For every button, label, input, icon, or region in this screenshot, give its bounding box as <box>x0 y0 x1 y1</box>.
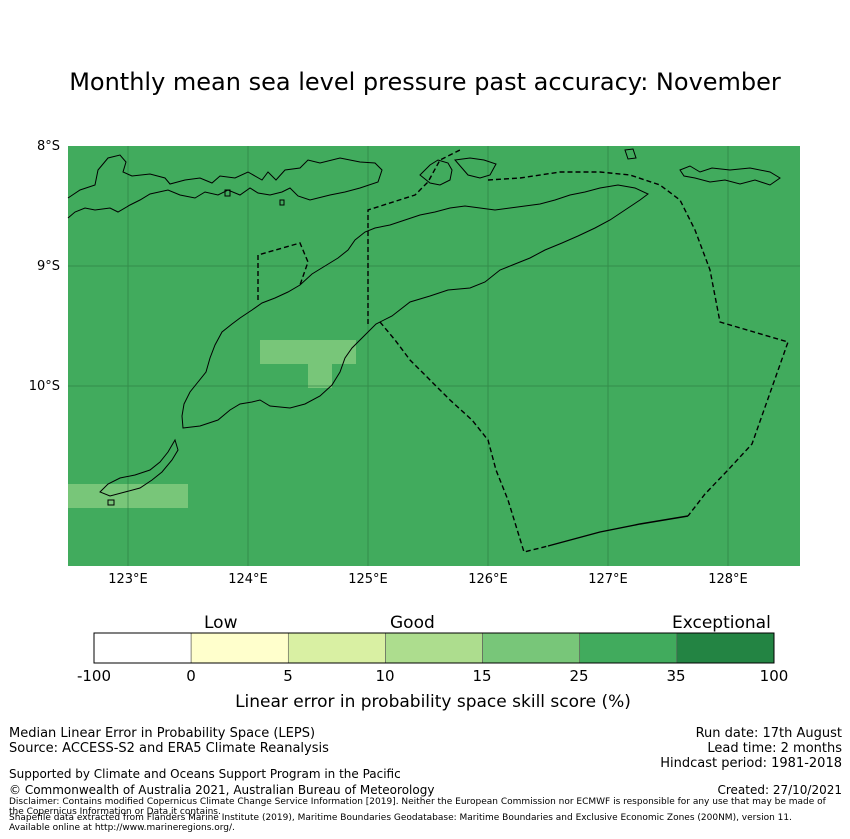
footer-lead-time: Lead time: 2 months <box>707 741 842 756</box>
lat-label-9s: 9°S <box>36 259 60 274</box>
footer-created: Created: 27/10/2021 <box>717 783 842 797</box>
eez-timor-leste-dashed <box>257 149 789 517</box>
disclaimer-line2: the Copernicus Information or Data it co… <box>9 807 221 817</box>
footer-hindcast: Hindcast period: 1981-2018 <box>660 756 842 771</box>
footer-support: Supported by Climate and Oceans Support … <box>9 767 401 781</box>
coast-babar-islands <box>679 165 781 186</box>
colorbar-swatch <box>676 632 775 664</box>
coast-islet-c <box>624 148 637 160</box>
chart-title: Monthly mean sea level pressure past acc… <box>69 68 781 96</box>
coast-islet-b <box>279 199 285 206</box>
coast-islet-d <box>107 499 115 506</box>
eez-south-dashed <box>379 321 549 553</box>
tick-5: 5 <box>283 667 293 685</box>
colorbar-swatch <box>482 632 581 664</box>
map-background <box>68 146 800 566</box>
tick-35: 35 <box>666 667 686 685</box>
category-low: Low <box>204 613 238 633</box>
category-exceptional: Exceptional <box>672 613 771 633</box>
shapefile-line2: Available online at http://www.marinereg… <box>9 823 235 833</box>
coast-islet-a <box>224 189 231 197</box>
colorbar-swatch <box>93 632 192 664</box>
colorbar-swatch <box>190 632 289 664</box>
coastlines <box>67 148 781 506</box>
lon-label-124e: 124°E <box>228 572 268 587</box>
eez-boundaries <box>257 149 789 553</box>
footer-run-date: Run date: 17th August <box>695 726 842 741</box>
colorbar-outline <box>93 632 775 664</box>
map-gridlines <box>68 146 800 566</box>
colorbar-swatch <box>385 632 483 664</box>
footer-copyright: © Commonwealth of Australia 2021, Austra… <box>9 783 435 797</box>
tick-100: 100 <box>759 667 789 685</box>
tick-10: 10 <box>375 667 395 685</box>
coast-wetar <box>454 157 497 179</box>
colorbar <box>93 632 775 664</box>
footer-source: Source: ACCESS-S2 and ERA5 Climate Reana… <box>9 741 329 756</box>
tick-15: 15 <box>472 667 492 685</box>
colorbar-swatch <box>287 632 386 664</box>
shapefile-line1: Shapefile data extracted from Flanders M… <box>9 813 792 823</box>
disclaimer-line1: Disclaimer: Contains modified Copernicus… <box>9 797 826 807</box>
eez-south-solid <box>547 515 689 547</box>
lon-label-128e: 128°E <box>708 572 748 587</box>
lon-label-127e: 127°E <box>588 572 628 587</box>
patch-timor-west <box>260 340 356 364</box>
patch-timor-west-lower <box>308 364 332 388</box>
category-good: Good <box>390 613 435 633</box>
colorbar-swatch <box>579 632 678 664</box>
coast-timor-island <box>181 184 649 429</box>
lon-label-123e: 123°E <box>108 572 148 587</box>
lon-label-125e: 125°E <box>348 572 388 587</box>
coast-rote-sawu <box>99 438 179 497</box>
lat-label-10s: 10°S <box>28 379 60 394</box>
footer-leps: Median Linear Error in Probability Space… <box>9 726 316 741</box>
tick-25: 25 <box>569 667 589 685</box>
lon-label-126e: 126°E <box>468 572 508 587</box>
coast-alor <box>419 159 453 186</box>
tick-neg100: -100 <box>76 667 112 685</box>
coast-flores-islands <box>67 154 383 219</box>
lat-label-8s: 8°S <box>36 139 60 154</box>
colorbar-label: Linear error in probability space skill … <box>235 692 631 712</box>
tick-0: 0 <box>186 667 196 685</box>
